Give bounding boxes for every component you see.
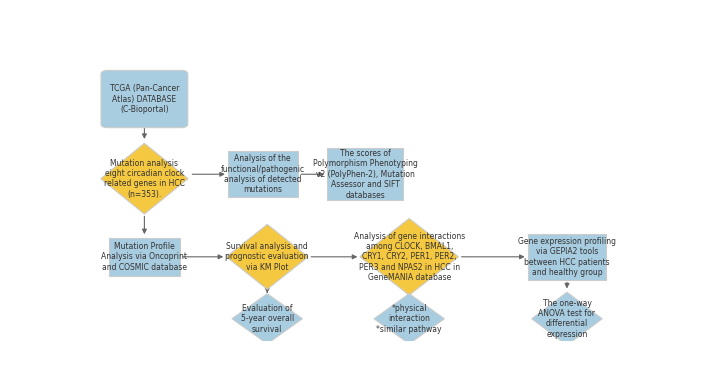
Text: Mutation Profile
Analysis via Oncoprint
and COSMIC database: Mutation Profile Analysis via Oncoprint … bbox=[101, 242, 188, 272]
FancyBboxPatch shape bbox=[101, 70, 188, 128]
FancyBboxPatch shape bbox=[528, 234, 606, 280]
Text: TCGA (Pan-Cancer
Atlas) DATABASE
(C-Bioportal): TCGA (Pan-Cancer Atlas) DATABASE (C-Biop… bbox=[110, 84, 179, 114]
Text: The one-way
ANOVA test for
differential
expression: The one-way ANOVA test for differential … bbox=[539, 299, 595, 339]
Text: Analysis of the
functional/pathogenic
analysis of detected
mutations: Analysis of the functional/pathogenic an… bbox=[221, 154, 305, 194]
Text: Evaluation of
5-year overall
survival: Evaluation of 5-year overall survival bbox=[241, 304, 294, 334]
FancyBboxPatch shape bbox=[327, 149, 403, 200]
Text: *physical
interaction
*similar pathway: *physical interaction *similar pathway bbox=[377, 304, 442, 334]
Polygon shape bbox=[101, 143, 188, 214]
Text: Survival analysis and
prognostic evaluation
via KM Plot: Survival analysis and prognostic evaluat… bbox=[225, 242, 309, 272]
Text: Mutation analysis
eight circadian clock
related genes in HCC
(n=353).: Mutation analysis eight circadian clock … bbox=[104, 159, 185, 199]
Polygon shape bbox=[531, 292, 602, 345]
Text: Analysis of gene interactions
among CLOCK, BMAL1,
CRY1, CRY2, PER1, PER2,
PER3 a: Analysis of gene interactions among CLOC… bbox=[353, 231, 465, 282]
Text: Gene expression profiling
via GEPIA2 tools
between HCC patients
and healthy grou: Gene expression profiling via GEPIA2 too… bbox=[518, 237, 616, 277]
Polygon shape bbox=[232, 294, 302, 344]
FancyBboxPatch shape bbox=[228, 151, 298, 197]
FancyBboxPatch shape bbox=[109, 237, 180, 276]
Polygon shape bbox=[360, 218, 459, 295]
Polygon shape bbox=[226, 224, 308, 289]
Polygon shape bbox=[374, 294, 444, 344]
Text: The scores of
Polymorphism Phenotyping
v2 (PolyPhen-2), Mutation
Assessor and SI: The scores of Polymorphism Phenotyping v… bbox=[313, 149, 418, 200]
